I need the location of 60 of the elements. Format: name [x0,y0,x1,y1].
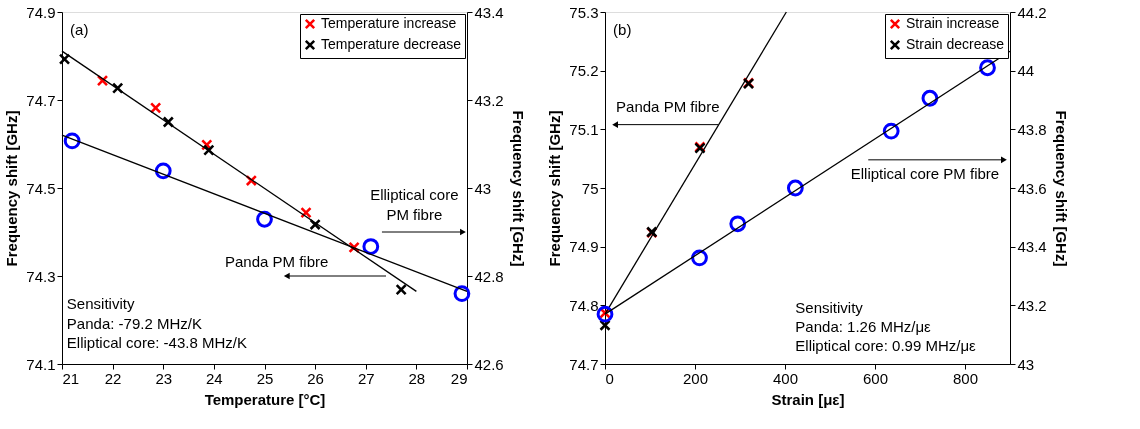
x-tick-label: 200 [682,369,709,387]
y-tick-label: 74.8 [569,296,599,314]
annotation: Panda: 1.26 MHz/με [795,318,932,336]
y-tick-label: 74.5 [26,179,56,197]
y-tick-label: 75.1 [569,120,599,138]
y2-axis-title: Frequency shift [GHz] [509,110,527,267]
annotation: Elliptical core PM fibre [850,164,1000,182]
annotation: Sensitivity [66,295,135,313]
x-tick-label: 400 [772,369,799,387]
y-tick-label: 74.7 [26,91,56,109]
x-tick-label: 28 [408,369,426,387]
y2-tick-label: 43.2 [1017,296,1047,314]
annotation: Panda: -79.2 MHz/K [66,314,202,332]
y-tick-label: 74.7 [569,355,599,373]
annotation: Panda PM fibre [616,98,720,116]
y2-tick-label: 43.2 [474,91,504,109]
y2-tick-label: 43 [474,179,492,197]
x-tick-label: 24 [206,369,223,387]
annotation: (b) [613,20,632,38]
x-tick-label: 23 [155,369,173,387]
legend-label: Strain increase [906,15,1000,31]
y-tick-label: 75.3 [569,3,599,21]
y-tick-label: 74.3 [26,267,56,285]
y2-tick-label: 44.2 [1017,3,1047,21]
y2-tick-label: 42.8 [474,267,504,285]
legend-label: Strain decrease [906,36,1005,52]
y-tick-label: 74.1 [26,355,56,373]
x-tick-label: 0 [605,369,614,387]
annotation: Elliptical core PM fibre [370,186,459,224]
x-tick-label: 29 [450,369,468,387]
y-tick-label: 74.9 [26,3,56,21]
y-axis-title: Frequency shift [GHz] [546,110,564,267]
y-tick-label: 75 [581,179,599,197]
x-axis-title: Temperature [°C] [204,390,326,408]
y2-axis-title: Frequency shift [GHz] [1052,110,1070,267]
x-tick-label: 600 [862,369,889,387]
x-tick-label: 26 [307,369,324,387]
y2-tick-label: 43.4 [1017,238,1047,256]
y-axis-title: Frequency shift [GHz] [3,110,21,267]
y2-tick-label: 43 [1017,355,1035,373]
annotation: Elliptical core: 0.99 MHz/με [795,337,977,355]
y2-tick-label: 42.6 [474,355,504,373]
x-tick-label: 25 [256,369,274,387]
legend-label: Temperature increase [321,15,457,31]
x-tick-label: 21 [62,369,80,387]
legend-label: Temperature decrease [321,36,462,52]
y-tick-label: 75.2 [569,62,599,80]
x-tick-label: 22 [104,369,122,387]
x-tick-label: 27 [357,369,375,387]
y2-tick-label: 43.8 [1017,120,1047,138]
annotation: Elliptical core: -43.8 MHz/K [66,333,247,351]
y2-tick-label: 43.4 [474,3,504,21]
y-tick-label: 74.9 [569,238,599,256]
annotation: Panda PM fibre [224,252,329,270]
x-tick-label: 800 [952,369,979,387]
y2-tick-label: 43.6 [1017,179,1047,197]
annotation: Sensitivity [795,298,864,316]
y2-tick-label: 44 [1017,62,1035,80]
annotation: (a) [70,20,89,38]
x-axis-title: Strain [με] [771,390,845,408]
